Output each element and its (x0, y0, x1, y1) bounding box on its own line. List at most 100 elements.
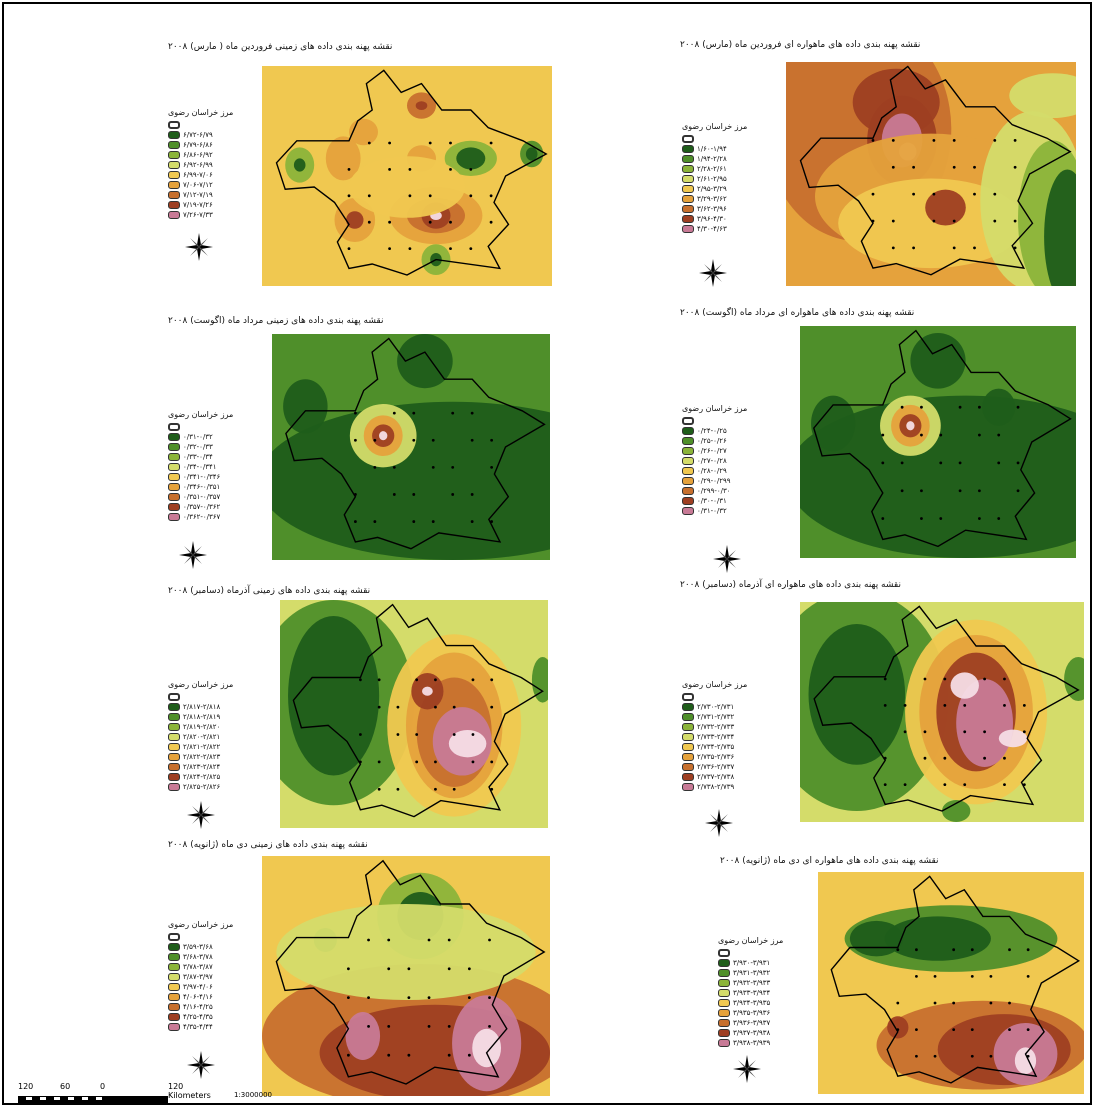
legend-row (168, 120, 268, 130)
scale-tick: 120 Kilometers (168, 1082, 211, 1100)
legend-swatch (168, 723, 180, 731)
legend-2: مرز خراسان رضوی ۱/۶۰-۱/۹۴ ۱/۹۴-۲/۲۸ ۲/۲۸-۲/… (682, 122, 782, 234)
panel-title: نقشه پهنه بندی داده های زمینی فروردین ما… (168, 42, 393, 52)
legend-row: ۲/۷۳۴-۲/۷۳۵ (682, 742, 782, 752)
legend-row: ۷/۲۶-۷/۳۳ (168, 210, 268, 220)
legend-label: ۳/۶۲-۳/۹۶ (697, 205, 727, 213)
legend-swatch (168, 433, 180, 441)
legend-swatch (682, 733, 694, 741)
legend-8: مرز خراسان رضوی ۳/۹۳۰-۳/۹۳۱ ۳/۹۳۱-۳/۹۳۲ ۳/۹… (718, 936, 818, 1048)
legend-swatch (168, 703, 180, 711)
north-arrow-icon (185, 233, 213, 261)
legend-swatch (168, 993, 180, 1001)
legend-row: ۲/۸۲۲-۲/۸۲۳ (168, 752, 268, 762)
legend-label: ۰/۳۰-۰/۳۱ (697, 497, 727, 505)
legend-swatch (168, 973, 180, 981)
legend-7: مرز خراسان رضوی ۳/۵۹-۳/۶۸ ۳/۶۸-۳/۷۸ ۳/۷۸-۳/… (168, 920, 268, 1032)
legend-label: ۱/۶۰-۱/۹۴ (697, 145, 727, 153)
legend-row: ۲/۸۱۹-۲/۸۲۰ (168, 722, 268, 732)
legend-swatch (168, 161, 180, 169)
legend-label: ۳/۹۳۱-۳/۹۳۲ (733, 969, 771, 977)
legend-row (682, 692, 782, 702)
north-arrow-icon (179, 541, 207, 569)
legend-row (682, 134, 782, 144)
legend-row (168, 692, 268, 702)
legend-swatch (682, 723, 694, 731)
panel-title: نقشه پهنه بندی داده های ماهواره ای فرورد… (680, 40, 921, 50)
legend-row (682, 416, 782, 426)
legend-swatch (168, 783, 180, 791)
legend-label: ۶/۸۶-۶/۹۲ (183, 151, 213, 159)
legend-label: ۰/۳۴-۰/۳۴۱ (183, 463, 217, 471)
legend-swatch (168, 1023, 180, 1031)
legend-label: ۰/۲۴-۰/۲۵ (697, 427, 727, 435)
legend-row: ۳/۹۳۱-۳/۹۳۲ (718, 968, 818, 978)
legend-label: ۰/۳۶۲-۰/۳۶۷ (183, 513, 221, 521)
legend-row: ۷/۱۹-۷/۲۶ (168, 200, 268, 210)
legend-swatch (168, 943, 180, 951)
legend-swatch (718, 1019, 730, 1027)
legend-row: ۱/۶۰-۱/۹۴ (682, 144, 782, 154)
legend-label: ۴/۰۶-۴/۱۶ (183, 993, 213, 1001)
legend-1: مرز خراسان رضوی ۶/۷۲-۶/۷۹ ۶/۷۹-۶/۸۶ ۶/۸۶-۶/… (168, 108, 268, 220)
legend-row: ۳/۹۳۲-۳/۹۳۳ (718, 978, 818, 988)
legend-label: ۳/۹۳۳-۳/۹۳۴ (733, 989, 771, 997)
legend-swatch (682, 215, 694, 223)
legend-row: ۰/۲۴-۰/۲۵ (682, 426, 782, 436)
legend-swatch (168, 483, 180, 491)
legend-row: ۷/۱۲-۷/۱۹ (168, 190, 268, 200)
legend-row: ۲/۸۲۱-۲/۸۲۲ (168, 742, 268, 752)
legend-label: ۶/۷۹-۶/۸۶ (183, 141, 213, 149)
legend-swatch (718, 989, 730, 997)
legend-label: ۳/۸۷-۳/۹۷ (183, 973, 213, 981)
legend-row: ۲/۸۱۷-۲/۸۱۸ (168, 702, 268, 712)
legend-row: ۲/۹۵-۳/۲۹ (682, 184, 782, 194)
legend-row: ۲/۸۲۵-۲/۸۲۶ (168, 782, 268, 792)
scale-tick: 0 (100, 1082, 106, 1091)
north-arrow-icon (733, 1055, 761, 1083)
legend-swatch (168, 1013, 180, 1021)
legend-label: ۰/۲۵-۰/۲۶ (697, 437, 727, 445)
legend-6: مرز خراسان رضوی ۲/۷۳۰-۲/۷۳۱ ۲/۷۳۱-۲/۷۳۲ ۲/۷… (682, 680, 782, 792)
legend-row: ۰/۲۸-۰/۲۹ (682, 466, 782, 476)
legend-swatch (682, 773, 694, 781)
legend-row: ۲/۶۱-۲/۹۵ (682, 174, 782, 184)
legend-label: ۶/۹۹-۷/۰۶ (183, 171, 213, 179)
legend-swatch (718, 999, 730, 1007)
legend-label: ۲/۷۳۲-۲/۷۳۳ (697, 723, 735, 731)
panel-title: نقشه پهنه بندی داده های زمینی آذرماه (دس… (168, 586, 371, 596)
legend-row: ۲/۷۳۵-۲/۷۳۶ (682, 752, 782, 762)
legend-row: ۰/۳۴-۰/۳۴۱ (168, 462, 268, 472)
map-1 (262, 66, 552, 286)
legend-label: ۲/۸۱۹-۲/۸۲۰ (183, 723, 221, 731)
legend-row: ۶/۷۹-۶/۸۶ (168, 140, 268, 150)
north-arrow-icon (187, 1051, 215, 1079)
legend-row: ۲/۷۳۷-۲/۷۳۸ (682, 772, 782, 782)
legend-label: ۳/۹۳۵-۳/۹۳۶ (733, 1009, 771, 1017)
legend-row: ۳/۹۳۳-۳/۹۳۴ (718, 988, 818, 998)
legend-label: ۳/۹۶-۴/۳۰ (697, 215, 727, 223)
legend-row: ۶/۷۲-۶/۷۹ (168, 130, 268, 140)
legend-swatch (682, 487, 694, 495)
legend-swatch (168, 983, 180, 991)
legend-swatch (168, 171, 180, 179)
legend-label: ۲/۸۲۰-۲/۸۲۱ (183, 733, 221, 741)
legend-5: مرز خراسان رضوی ۲/۸۱۷-۲/۸۱۸ ۲/۸۱۸-۲/۸۱۹ ۲/۸… (168, 680, 268, 792)
legend-swatch (168, 1003, 180, 1011)
legend-row: ۳/۹۳۰-۳/۹۳۱ (718, 958, 818, 968)
legend-label: ۲/۷۳۰-۲/۷۳۱ (697, 703, 735, 711)
legend-label: ۲/۲۸-۲/۶۱ (697, 165, 727, 173)
legend-row: ۰/۲۹-۰/۲۹۹ (682, 476, 782, 486)
legend-label: ۲/۷۳۵-۲/۷۳۶ (697, 753, 735, 761)
legend-swatch (682, 763, 694, 771)
legend-row: ۲/۸۱۸-۲/۸۱۹ (168, 712, 268, 722)
legend-label: ۳/۹۷-۴/۰۶ (183, 983, 213, 991)
legend-label: ۲/۷۳۸-۲/۷۳۹ (697, 783, 735, 791)
legend-label: ۲/۸۱۸-۲/۸۱۹ (183, 713, 221, 721)
legend-swatch (682, 703, 694, 711)
legend-swatch (168, 151, 180, 159)
legend-label: ۶/۹۲-۶/۹۹ (183, 161, 213, 169)
legend-4: مرز خراسان رضوی ۰/۲۴-۰/۲۵ ۰/۲۵-۰/۲۶ ۰/۲۶-۰/… (682, 404, 782, 516)
legend-swatch (682, 477, 694, 485)
